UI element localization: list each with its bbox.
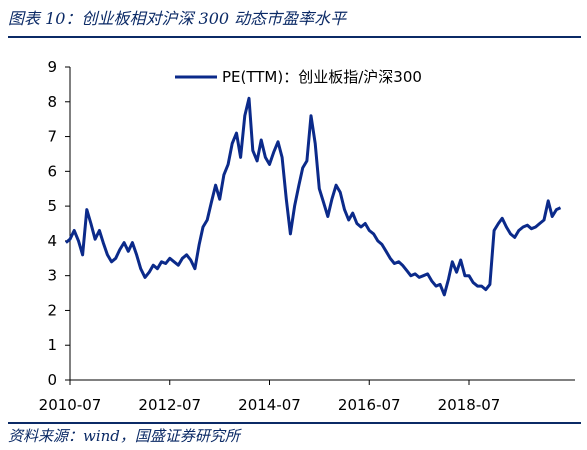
- y-tick-label: 7: [47, 128, 57, 146]
- source-note: 资料来源：wind，国盛证券研究所: [8, 427, 240, 445]
- source-rule: [8, 422, 581, 424]
- x-tick-label: 2018-07: [438, 396, 501, 414]
- legend-label: PE(TTM)：创业板指/沪深300: [222, 68, 422, 86]
- y-tick-label: 8: [47, 93, 57, 111]
- x-tick-label: 2014-07: [238, 396, 301, 414]
- x-tick-label: 2016-07: [338, 396, 401, 414]
- y-tick-label: 6: [47, 162, 57, 180]
- x-axis: 2010-07 2012-07 2014-07 2016-07 2018-07: [39, 379, 575, 414]
- y-tick-label: 0: [47, 371, 57, 389]
- y-tick-label: 1: [47, 336, 57, 354]
- y-tick-label: 9: [47, 58, 57, 76]
- x-tick-label: 2012-07: [138, 396, 201, 414]
- legend: PE(TTM)：创业板指/沪深300: [175, 68, 422, 86]
- y-tick-label: 2: [47, 301, 57, 319]
- y-axis: 0 1 2 3 4 5 6 7 8 9: [47, 58, 71, 389]
- series-line-0: [64, 96, 562, 297]
- y-tick-label: 4: [47, 232, 57, 250]
- y-tick-label: 5: [47, 197, 57, 215]
- y-tick-label: 3: [47, 267, 57, 285]
- figure-title: 图表 10：创业板相对沪深 300 动态市盈率水平: [8, 9, 347, 28]
- series-layer: [64, 96, 562, 297]
- x-tick-label: 2010-07: [39, 396, 102, 414]
- title-rule: [8, 36, 581, 38]
